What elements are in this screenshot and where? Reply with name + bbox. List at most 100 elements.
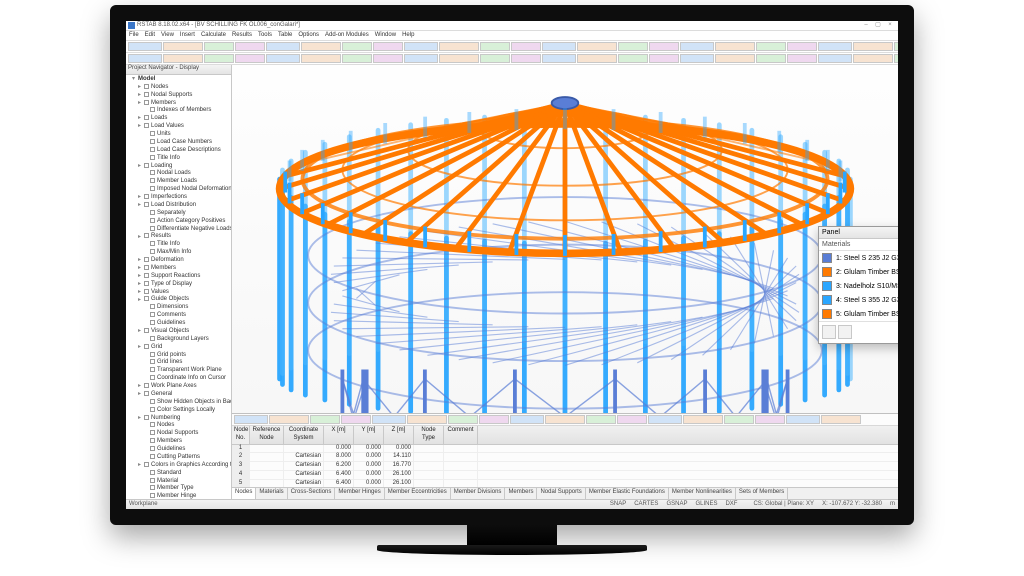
toolbar-button[interactable] xyxy=(853,54,893,63)
table-row[interactable]: 4Cartesian6.4000.00026.100 xyxy=(232,471,898,480)
tree-item[interactable]: ▸Nodes xyxy=(126,84,231,92)
menu-calculate[interactable]: Calculate xyxy=(201,32,226,40)
panel-tool-button[interactable] xyxy=(822,325,836,339)
materials-panel[interactable]: Panel× Materials 1: Steel S 235 J2 G3 | … xyxy=(818,226,898,344)
tree-item[interactable]: ▸Load Values xyxy=(126,123,231,131)
material-item[interactable]: 1: Steel S 235 J2 G3 | EN 10025: 1994-03 xyxy=(819,251,898,265)
tree-item[interactable]: ▸Results xyxy=(126,233,231,241)
toolbar-button[interactable] xyxy=(439,54,479,63)
toolbar-button[interactable] xyxy=(542,54,576,63)
toolbar-button[interactable] xyxy=(480,42,510,51)
toolbar-button[interactable] xyxy=(266,42,300,51)
tab[interactable]: Sets of Members xyxy=(736,488,788,499)
toolbar-button[interactable] xyxy=(407,415,447,424)
tree-item[interactable]: Coordinate Info on Cursor xyxy=(126,375,231,383)
tree-item[interactable]: Max/Min Info xyxy=(126,249,231,257)
menu-table[interactable]: Table xyxy=(278,32,292,40)
tree-item[interactable]: Transparent Work Plane xyxy=(126,367,231,375)
tree-item[interactable]: Background Layers xyxy=(126,336,231,344)
tree-item[interactable]: Guidelines xyxy=(126,320,231,328)
toolbar-button[interactable] xyxy=(342,54,372,63)
table-row[interactable]: 2Cartesian8.0000.00014.110 xyxy=(232,453,898,462)
tree-item[interactable]: Load Case Descriptions xyxy=(126,147,231,155)
toolbar-button[interactable] xyxy=(480,54,510,63)
toolbar-button[interactable] xyxy=(439,42,479,51)
tab[interactable]: Materials xyxy=(256,488,287,499)
tree-item[interactable]: Material xyxy=(126,478,231,486)
toolbar-button[interactable] xyxy=(680,54,714,63)
menu-insert[interactable]: Insert xyxy=(180,32,195,40)
tree-item[interactable]: ▸Nodal Supports xyxy=(126,92,231,100)
toolbar-button[interactable] xyxy=(128,42,162,51)
toolbar-button[interactable] xyxy=(853,42,893,51)
toolbar-button[interactable] xyxy=(821,415,861,424)
material-item[interactable]: 3: Nadelholz S10/MS10 xyxy=(819,279,898,293)
tree-item[interactable]: Guidelines xyxy=(126,446,231,454)
toolbar-row-2[interactable] xyxy=(126,53,898,65)
toolbar-button[interactable] xyxy=(649,42,679,51)
toolbar-button[interactable] xyxy=(586,415,616,424)
tree-item[interactable]: ▸Deformation xyxy=(126,257,231,265)
tab[interactable]: Member Eccentricities xyxy=(385,488,451,499)
toolbar-button[interactable] xyxy=(511,54,541,63)
toolbar-button[interactable] xyxy=(204,42,234,51)
toolbar-button[interactable] xyxy=(510,415,544,424)
menu-edit[interactable]: Edit xyxy=(145,32,155,40)
menu-results[interactable]: Results xyxy=(232,32,252,40)
toolbar-button[interactable] xyxy=(715,42,755,51)
toolbar-button[interactable] xyxy=(269,415,309,424)
table-toolbar[interactable] xyxy=(232,414,898,426)
toolbar-button[interactable] xyxy=(787,54,817,63)
tree-item[interactable]: ▸Numbering xyxy=(126,415,231,423)
tree-item[interactable]: ▸Grid xyxy=(126,344,231,352)
table-row[interactable]: 10.0000.0000.000 xyxy=(232,445,898,454)
tree-item[interactable]: Action Category Positives xyxy=(126,218,231,226)
toolbar-button[interactable] xyxy=(479,415,509,424)
table-row[interactable]: 3Cartesian6.2000.00016.770 xyxy=(232,462,898,471)
table-tabs[interactable]: NodesMaterialsCross-SectionsMember Hinge… xyxy=(232,487,898,499)
tab[interactable]: Member Nonlinearities xyxy=(669,488,736,499)
toolbar-button[interactable] xyxy=(301,42,341,51)
toolbar-button[interactable] xyxy=(756,42,786,51)
toolbar-button[interactable] xyxy=(373,54,403,63)
toolbar-button[interactable] xyxy=(448,415,478,424)
tab[interactable]: Nodes xyxy=(232,488,256,499)
tab[interactable]: Member Divisions xyxy=(451,488,506,499)
tab[interactable]: Member Elastic Foundations xyxy=(586,488,669,499)
tree-item[interactable]: Grid points xyxy=(126,352,231,360)
minimize-button[interactable]: – xyxy=(860,22,872,30)
tree-item[interactable]: Member Type xyxy=(126,485,231,493)
toolbar-button[interactable] xyxy=(577,54,617,63)
maximize-button[interactable]: ▢ xyxy=(872,22,884,30)
tab[interactable]: Cross-Sections xyxy=(288,488,336,499)
toolbar-button[interactable] xyxy=(404,54,438,63)
data-table[interactable]: Node No.Reference NodeCoordinate SystemX… xyxy=(232,426,898,487)
tree-item[interactable]: ▸Load Distribution xyxy=(126,202,231,210)
tree-item[interactable]: ▸Imperfections xyxy=(126,194,231,202)
tree-item[interactable]: Show Hidden Objects in Background xyxy=(126,399,231,407)
toolbar-button[interactable] xyxy=(787,42,817,51)
toolbar-button[interactable] xyxy=(648,415,682,424)
tree-item[interactable]: Color Settings Locally xyxy=(126,407,231,415)
toolbar-row-1[interactable] xyxy=(126,41,898,53)
toolbar-button[interactable] xyxy=(755,415,785,424)
tab[interactable]: Nodal Supports xyxy=(537,488,585,499)
tree-item[interactable]: ▸Visual Objects xyxy=(126,328,231,336)
menu-file[interactable]: File xyxy=(129,32,139,40)
menu-help[interactable]: Help xyxy=(402,32,414,40)
menu-add-on-modules[interactable]: Add-on Modules xyxy=(325,32,369,40)
panel-tool-button[interactable] xyxy=(838,325,852,339)
tree-item[interactable]: Dimensions xyxy=(126,304,231,312)
toolbar-button[interactable] xyxy=(818,54,852,63)
material-item[interactable]: 4: Steel S 355 J2 G3 | EN 10025: 1994-03 xyxy=(819,293,898,307)
tree-item[interactable]: Imposed Nodal Deformations xyxy=(126,186,231,194)
toolbar-button[interactable] xyxy=(683,415,723,424)
tab[interactable]: Member Hinges xyxy=(335,488,384,499)
tree-item[interactable]: ▸General xyxy=(126,391,231,399)
toolbar-button[interactable] xyxy=(756,54,786,63)
tab[interactable]: Members xyxy=(505,488,537,499)
toolbar-button[interactable] xyxy=(724,415,754,424)
table-row[interactable]: 5Cartesian6.4000.00026.100 xyxy=(232,480,898,487)
tree-item[interactable]: ▸Guide Objects xyxy=(126,296,231,304)
tree-item[interactable]: Units xyxy=(126,131,231,139)
